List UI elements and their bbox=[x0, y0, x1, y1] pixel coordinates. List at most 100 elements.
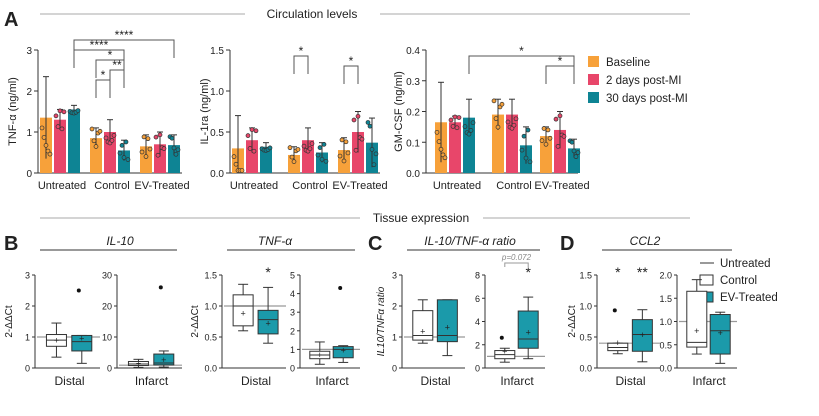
gmcsf-significance-label: * bbox=[558, 54, 563, 68]
il1ra-data-point bbox=[315, 152, 321, 158]
gmcsf-data-point bbox=[561, 134, 567, 139]
tnf-data-point bbox=[47, 151, 53, 157]
gmcsf-data-point bbox=[557, 113, 563, 119]
tnf-data-point bbox=[147, 146, 153, 152]
tnf-data-point bbox=[121, 155, 127, 160]
ccl2-group-label: Distal bbox=[615, 374, 645, 388]
tnf-bar bbox=[168, 145, 180, 173]
il1ra-data-point bbox=[247, 146, 253, 151]
gmcsf-data-point bbox=[541, 126, 547, 131]
tnf-ytick-label: 0 bbox=[26, 169, 32, 180]
gmcsf-data-point bbox=[553, 116, 559, 122]
tnf-data-point bbox=[55, 124, 61, 129]
tnfa-mean-marker: + bbox=[317, 350, 322, 360]
gmcsf-data-point bbox=[555, 144, 561, 149]
tnf-data-point bbox=[53, 113, 59, 119]
ccl2-ytick-label: 1.0 bbox=[659, 317, 672, 327]
gmcsf-ytick-label: 0.0 bbox=[406, 169, 420, 180]
il1ra-significance-bracket bbox=[343, 65, 359, 84]
il1ra-data-point bbox=[289, 154, 295, 160]
il1ra-data-point bbox=[355, 113, 361, 119]
tnf-significance-label: **** bbox=[115, 28, 134, 42]
tnf-data-point bbox=[43, 143, 49, 148]
legend-label-control: Control bbox=[720, 275, 757, 287]
il10-group-label: Distal bbox=[54, 374, 84, 388]
tnf-data-point bbox=[111, 133, 117, 138]
tnf-bar bbox=[68, 109, 80, 173]
tnfa-title: TNF-α bbox=[258, 234, 293, 248]
tnfa-significance-label: * bbox=[265, 264, 271, 280]
ccl2-title: CCL2 bbox=[630, 234, 661, 248]
ccl2-group-label: Infarct bbox=[692, 374, 726, 388]
gmcsf-data-point bbox=[448, 117, 454, 123]
tnf-significance-bracket bbox=[73, 39, 175, 58]
il10-ytick-label: 20 bbox=[102, 302, 112, 312]
section-title-tissue: Tissue expression bbox=[373, 211, 469, 225]
tnfa-ytick-label: 3 bbox=[290, 308, 295, 318]
gmcsf-data-point bbox=[493, 116, 499, 121]
ccl2-ytick-label: 0.5 bbox=[659, 340, 672, 350]
gmcsf-data-point bbox=[438, 146, 444, 152]
tnf-data-point bbox=[153, 134, 159, 140]
gmcsf-data-point bbox=[466, 131, 472, 137]
legend-swatch-2days bbox=[588, 74, 599, 85]
il10-mean-marker: + bbox=[54, 336, 59, 346]
gmcsf-data-point bbox=[442, 155, 448, 161]
tnf-data-point bbox=[39, 125, 45, 131]
il1ra-data-point bbox=[319, 156, 325, 162]
gmcsf-data-point bbox=[521, 133, 527, 139]
il10-outlier bbox=[158, 285, 163, 290]
tnf-significance-bracket bbox=[95, 79, 111, 98]
gmcsf-data-point bbox=[454, 125, 460, 131]
il1ra-data-point bbox=[323, 158, 329, 164]
tnfa-outlier bbox=[338, 286, 343, 291]
ratio-ytick-label: 8 bbox=[475, 271, 480, 281]
il1ra-data-point bbox=[343, 139, 349, 145]
il10-ytick-label: 3 bbox=[25, 271, 30, 281]
il1ra-data-point bbox=[339, 137, 345, 143]
tnf-significance-label: ** bbox=[112, 58, 122, 72]
ccl2-ytick-label: 2.0 bbox=[659, 271, 672, 281]
gmcsf-data-point bbox=[523, 155, 529, 161]
gmcsf-ytick-label: 0.2 bbox=[406, 108, 420, 119]
legend-label-baseline: Baseline bbox=[606, 57, 650, 69]
il10-mean-marker: + bbox=[136, 359, 141, 369]
gmcsf-data-point bbox=[545, 127, 551, 133]
tnf-bar bbox=[54, 119, 66, 173]
legend-bottom: Untreated Control EV-Treated bbox=[699, 258, 778, 304]
tnf-data-point bbox=[155, 152, 161, 158]
ratio-pvalue-label: p=0.072 bbox=[501, 253, 532, 262]
tnfa-box bbox=[332, 346, 354, 359]
tnf-data-point bbox=[117, 150, 123, 156]
il1ra-data-point bbox=[373, 151, 379, 157]
il1ra-data-point bbox=[337, 153, 343, 159]
panel-label-b: B bbox=[4, 233, 18, 255]
tnf-data-point bbox=[61, 109, 67, 115]
gmcsf-data-point bbox=[539, 138, 545, 143]
gmcsf-data-point bbox=[543, 141, 549, 147]
il1ra-data-point bbox=[249, 127, 255, 132]
tnf-ylabel: TNF-α (ng/ml) bbox=[7, 77, 19, 146]
ccl2-significance-label: * bbox=[615, 264, 621, 280]
tnfa-ytick-label: 0.5 bbox=[204, 333, 217, 343]
il1ra-ytick-label: 1.5 bbox=[210, 46, 224, 57]
gmcsf-bar bbox=[540, 136, 552, 173]
il1ra-category-label: Untreated bbox=[230, 180, 278, 192]
gmcsf-bar bbox=[492, 114, 504, 173]
il10-box bbox=[71, 334, 93, 352]
il1ra-data-point bbox=[367, 123, 373, 129]
il1ra-significance-bracket bbox=[293, 55, 309, 74]
gmcsf-data-point bbox=[436, 139, 442, 144]
tnfa-ytick-label: 0.0 bbox=[204, 364, 217, 374]
il1ra-category-label: EV-Treated bbox=[332, 180, 387, 192]
il1ra-data-point bbox=[245, 133, 251, 138]
gmcsf-ylabel: GM-CSF (ng/ml) bbox=[393, 71, 405, 152]
gmcsf-bar bbox=[449, 122, 461, 173]
il10-mean-marker: + bbox=[161, 355, 166, 365]
gmcsf-data-point bbox=[525, 127, 531, 133]
tnfa-group-label: Distal bbox=[241, 374, 271, 388]
gmcsf-data-point bbox=[495, 124, 501, 130]
il10-ytick-label: 0 bbox=[25, 364, 30, 374]
tnfa-ytick-label: 5 bbox=[290, 271, 295, 281]
